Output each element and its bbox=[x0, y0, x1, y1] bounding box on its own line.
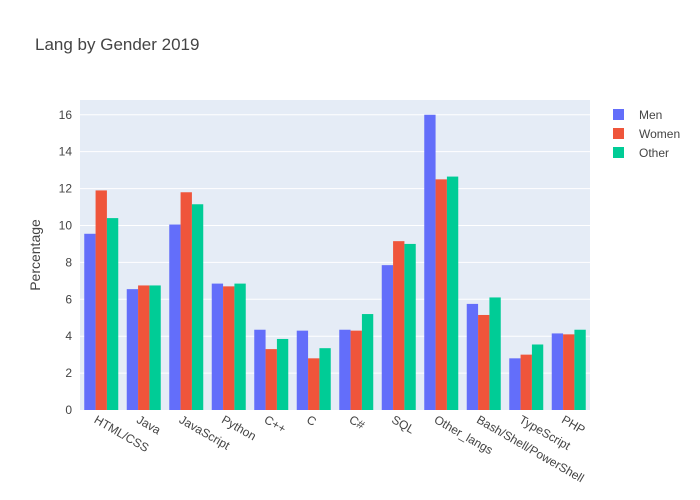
bar-men-10[interactable] bbox=[509, 358, 521, 410]
bar-other-3[interactable] bbox=[234, 283, 246, 410]
y-tick-label: 14 bbox=[59, 145, 73, 159]
bar-other-2[interactable] bbox=[191, 204, 204, 410]
bar-other-7[interactable] bbox=[404, 243, 416, 410]
x-tick-label: Java bbox=[134, 412, 163, 437]
bar-men-3[interactable] bbox=[211, 283, 224, 410]
bar-men-5[interactable] bbox=[296, 330, 309, 410]
y-tick-labels: 0 2 4 6 8 10 12 14 16 bbox=[59, 108, 73, 417]
bar-other-10[interactable] bbox=[531, 344, 544, 410]
bar-men-6[interactable] bbox=[339, 329, 351, 410]
y-tick-label: 10 bbox=[59, 218, 73, 232]
x-tick-label: C# bbox=[347, 412, 368, 432]
bar-women-2[interactable] bbox=[180, 192, 192, 410]
legend-label-men[interactable]: Men bbox=[639, 108, 662, 122]
x-tick-label: SQL bbox=[389, 412, 417, 436]
bar-women-6[interactable] bbox=[350, 330, 362, 410]
bar-women-1[interactable] bbox=[138, 285, 150, 410]
bar-men-8[interactable] bbox=[424, 114, 436, 410]
x-tick-label: C bbox=[304, 412, 319, 429]
bar-other-4[interactable] bbox=[276, 338, 289, 410]
bar-women-5[interactable] bbox=[308, 358, 320, 410]
bar-women-8[interactable] bbox=[435, 179, 447, 410]
x-tick-label: PHP bbox=[559, 412, 587, 436]
bar-men-9[interactable] bbox=[466, 303, 479, 410]
bar-women-4[interactable] bbox=[265, 349, 277, 410]
y-tick-label: 8 bbox=[65, 255, 72, 269]
bar-other-11[interactable] bbox=[574, 329, 586, 410]
bar-women-0[interactable] bbox=[95, 190, 107, 410]
bar-other-9[interactable] bbox=[489, 297, 501, 410]
bar-men-1[interactable] bbox=[126, 289, 139, 410]
y-tick-label: 2 bbox=[65, 366, 72, 380]
bar-other-5[interactable] bbox=[319, 348, 331, 410]
legend-swatch-women[interactable] bbox=[613, 128, 624, 139]
bar-men-4[interactable] bbox=[254, 329, 266, 410]
bar-other-0[interactable] bbox=[106, 218, 119, 410]
y-tick-label: 4 bbox=[65, 329, 72, 343]
chart-title: Lang by Gender 2019 bbox=[35, 35, 199, 54]
y-axis-title: Percentage bbox=[27, 219, 43, 291]
y-tick-label: 12 bbox=[59, 182, 73, 196]
bar-men-0[interactable] bbox=[84, 233, 96, 410]
legend-swatch-other[interactable] bbox=[613, 147, 624, 158]
bar-women-3[interactable] bbox=[223, 286, 235, 410]
x-tick-label: C++ bbox=[262, 412, 289, 435]
bar-men-7[interactable] bbox=[381, 265, 394, 410]
bar-women-11[interactable] bbox=[563, 334, 575, 410]
bar-women-9[interactable] bbox=[478, 314, 490, 410]
legend-swatch-men[interactable] bbox=[613, 109, 624, 120]
bar-women-7[interactable] bbox=[393, 241, 405, 410]
legend-label-other[interactable]: Other bbox=[639, 146, 669, 160]
legend-label-women[interactable]: Women bbox=[639, 127, 680, 141]
bar-men-11[interactable] bbox=[551, 333, 564, 410]
bar-other-6[interactable] bbox=[361, 314, 374, 410]
y-tick-label: 16 bbox=[59, 108, 73, 122]
bar-men-2[interactable] bbox=[169, 224, 181, 410]
legend[interactable]: Men Women Other bbox=[613, 108, 680, 160]
y-tick-label: 6 bbox=[65, 292, 72, 306]
bar-other-1[interactable] bbox=[149, 285, 161, 410]
bar-other-8[interactable] bbox=[446, 176, 459, 410]
bars bbox=[84, 114, 586, 410]
gridlines bbox=[80, 114, 590, 374]
y-tick-label: 0 bbox=[65, 403, 72, 417]
bar-women-10[interactable] bbox=[520, 354, 532, 410]
